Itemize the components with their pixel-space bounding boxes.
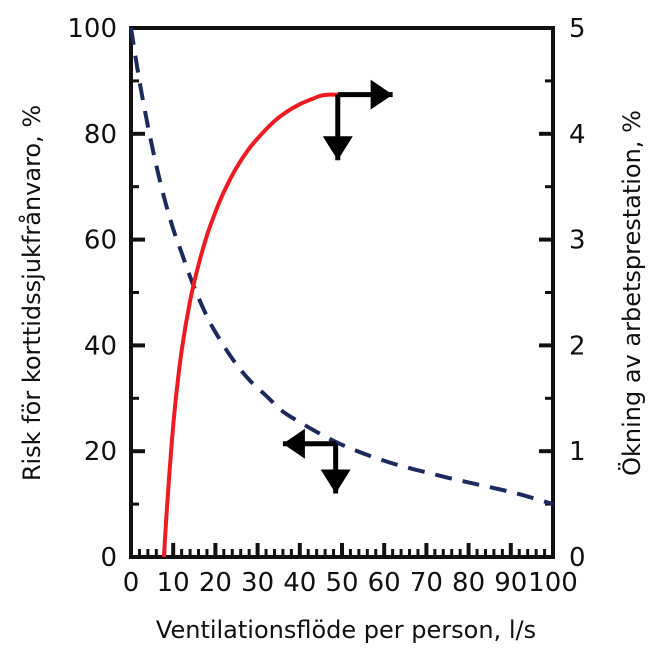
annotation-layer [282, 79, 393, 494]
x-tick-label: 70 [410, 568, 443, 598]
x-tick-label: 30 [241, 568, 274, 598]
x-tick-label: 50 [325, 568, 358, 598]
x-tick-label: 60 [368, 568, 401, 598]
y-axis-right-title: Ökning av arbetsprestation, % [617, 110, 646, 476]
x-tick-label: 90 [494, 568, 527, 598]
y-right-tick-label: 4 [569, 120, 586, 150]
y-right-tick-label: 3 [569, 226, 586, 256]
x-tick-label: 80 [452, 568, 485, 598]
y-left-tick-label: 20 [84, 437, 117, 467]
y-right-tick-label: 5 [569, 14, 586, 44]
x-axis-ticks [129, 543, 555, 557]
x-tick-label: 20 [199, 568, 232, 598]
y-right-tick-label: 0 [569, 543, 586, 573]
y-right-tick-label: 1 [569, 437, 586, 467]
y-left-tick-label: 80 [84, 120, 117, 150]
x-tick-label: 100 [528, 568, 578, 598]
y-left-tick-label: 0 [100, 543, 117, 573]
annotation-arrowhead-down [322, 136, 353, 161]
sick-leave-axis-pointer [282, 428, 351, 494]
x-tick-label: 40 [283, 568, 316, 598]
annotation-arrowhead-left [282, 428, 305, 459]
y-axis-left-title: Risk för korttidssjukfrånvaro, % [17, 105, 46, 481]
x-axis-title: Ventilationsflöde per person, l/s [156, 616, 536, 644]
y-left-tick-label: 100 [67, 14, 117, 44]
data-series-layer [129, 27, 554, 558]
x-tick-label: 0 [123, 568, 140, 598]
y-axis-left-ticks [131, 26, 145, 559]
series-line-1 [161, 92, 338, 558]
y-right-tick-label: 2 [569, 331, 586, 361]
performance-axis-pointer [322, 79, 393, 161]
annotation-arrowhead-down [320, 469, 351, 494]
x-tick-label: 10 [157, 568, 190, 598]
y-left-tick-label: 40 [84, 331, 117, 361]
y-left-tick-label: 60 [84, 226, 117, 256]
annotation-arrowhead-right [370, 79, 393, 110]
